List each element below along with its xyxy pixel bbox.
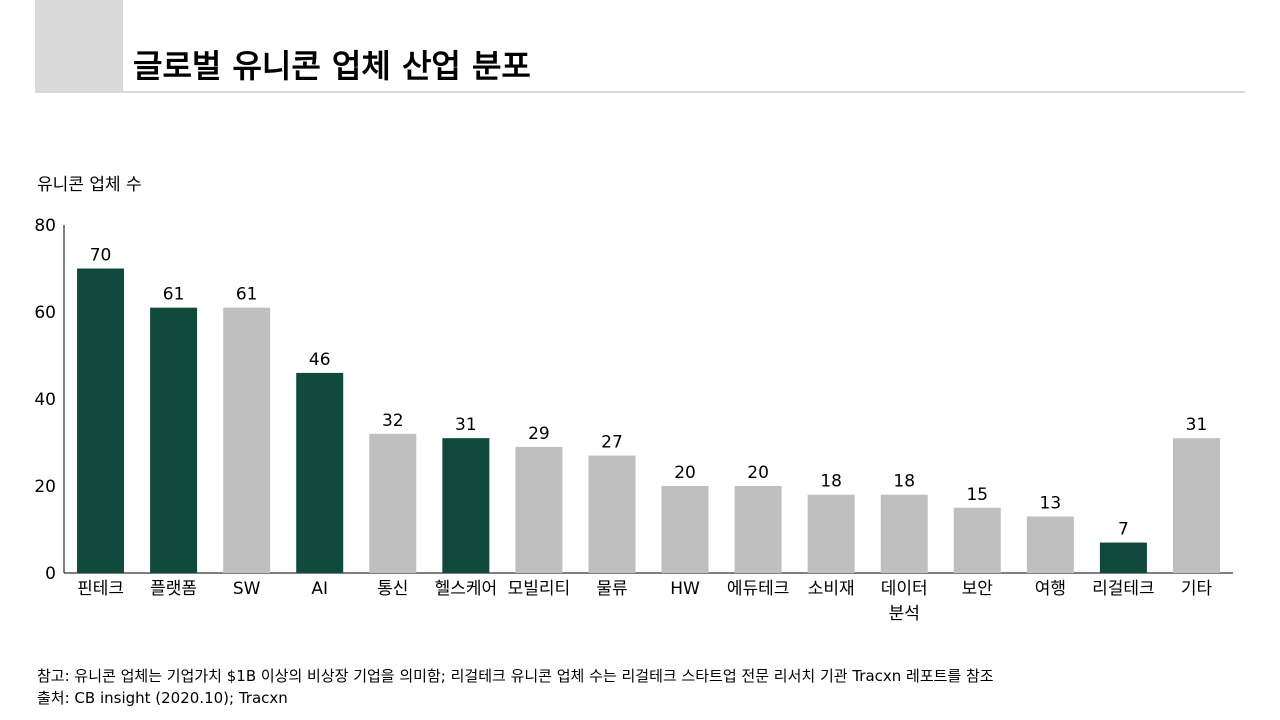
x-tick-label: 헬스케어 <box>435 579 498 599</box>
x-tick-label: 소비재 <box>808 579 855 599</box>
footnote-note: 참고: 유니콘 업체는 기업가치 $1B 이상의 비상장 기업을 의미함; 리걸… <box>37 667 994 685</box>
x-tick-label: 에듀테크 <box>727 579 790 599</box>
data-label: 61 <box>236 285 258 305</box>
x-tick-label: HW <box>670 579 700 599</box>
data-label: 7 <box>1118 520 1129 540</box>
page-title: 글로벌 유니콘 업체 산업 분포 <box>133 47 531 85</box>
title-divider <box>35 91 1245 93</box>
data-label: 27 <box>601 433 623 453</box>
bar <box>369 433 417 573</box>
bar <box>442 438 490 573</box>
data-label: 31 <box>1186 415 1208 435</box>
bar <box>807 494 855 573</box>
x-tick-label: SW <box>233 579 261 599</box>
data-label: 15 <box>966 485 988 505</box>
data-label: 32 <box>382 411 404 431</box>
x-tick-label: 물류 <box>596 579 627 599</box>
x-tick-label: 플랫폼 <box>150 579 197 599</box>
data-label: 20 <box>674 463 696 483</box>
bar <box>1172 438 1220 573</box>
footnote-source: 출처: CB insight (2020.10); Tracxn <box>37 689 288 707</box>
title-accent-block <box>35 0 123 92</box>
y-tick-label: 80 <box>34 216 56 236</box>
bar <box>880 494 928 573</box>
data-label: 70 <box>90 246 112 266</box>
bar <box>588 455 636 573</box>
data-label: 13 <box>1040 493 1062 513</box>
data-label: 31 <box>455 415 477 435</box>
y-tick-label: 40 <box>34 390 56 410</box>
data-label: 18 <box>893 472 915 492</box>
x-tick-label: 리걸테크 <box>1092 579 1155 599</box>
bar <box>150 307 198 573</box>
y-axis-label: 유니콘 업체 수 <box>37 175 142 195</box>
bar <box>1099 542 1147 573</box>
x-tick-label: 모빌리티 <box>508 579 571 599</box>
bar <box>734 486 782 573</box>
bar <box>1026 516 1074 573</box>
bar <box>515 446 563 573</box>
bar <box>296 372 344 573</box>
data-label: 29 <box>528 424 550 444</box>
bar <box>223 307 271 573</box>
bar <box>661 486 709 573</box>
y-tick-label: 0 <box>45 564 56 584</box>
bar <box>77 268 125 573</box>
y-tick-label: 60 <box>34 303 56 323</box>
bar <box>953 507 1001 573</box>
data-label: 61 <box>163 285 185 305</box>
data-label: 46 <box>309 350 331 370</box>
x-tick-label: AI <box>311 579 328 599</box>
x-tick-label: 기타 <box>1181 579 1213 599</box>
y-tick-label: 20 <box>34 477 56 497</box>
x-tick-label: 핀테크 <box>77 579 124 599</box>
x-tick-label: 데이터 분석 <box>881 579 928 624</box>
data-label: 20 <box>747 463 769 483</box>
data-label: 18 <box>820 472 842 492</box>
x-tick-label: 보안 <box>962 579 994 599</box>
x-tick-label: 통신 <box>377 579 408 599</box>
x-tick-label: 여행 <box>1035 579 1066 599</box>
